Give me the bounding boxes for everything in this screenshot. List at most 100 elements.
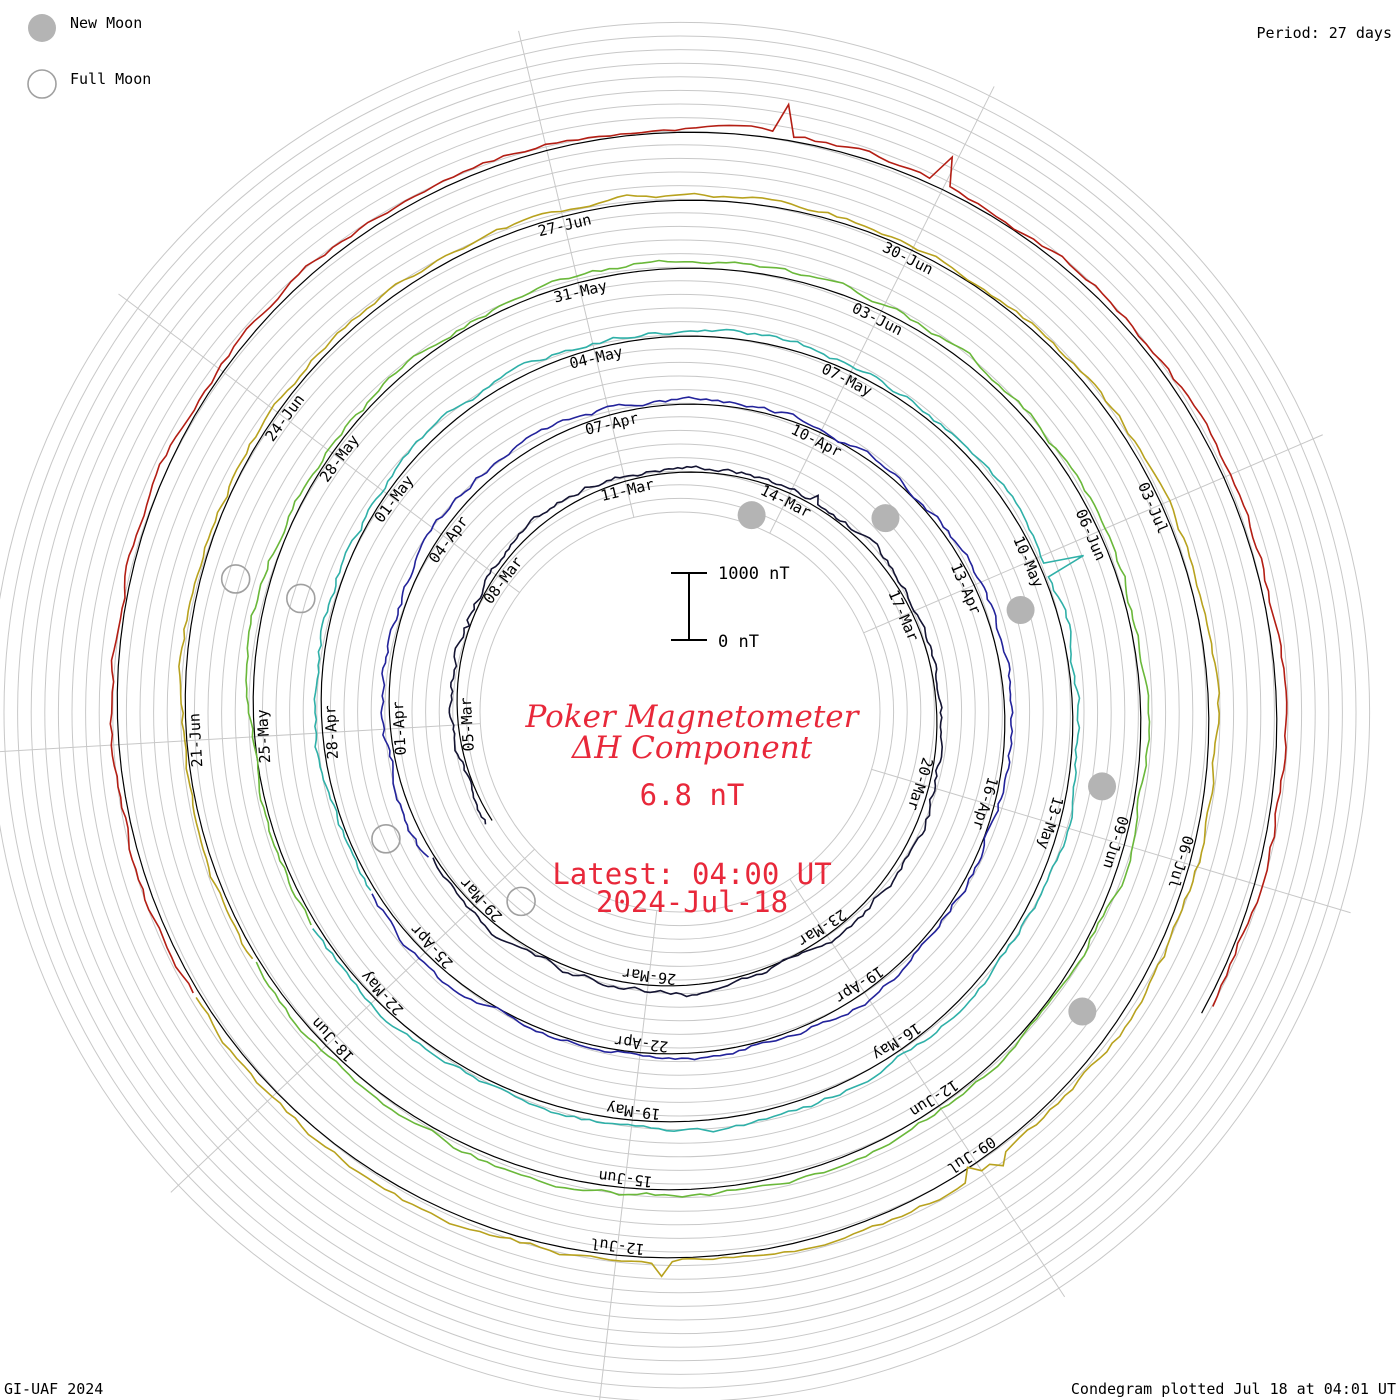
- grid-ring: [57, 89, 1303, 1335]
- new-moon-marker: [1088, 772, 1117, 801]
- new-moon-marker: [1068, 997, 1097, 1026]
- date-label: 01-Apr: [389, 701, 410, 756]
- grid-ring: [180, 212, 1180, 1212]
- date-label: 12-Jul: [590, 1234, 646, 1258]
- date-label: 18-Jun: [308, 1014, 358, 1066]
- scale-bar: 1000 nT 0 nT: [671, 564, 790, 652]
- moon-markers: [220, 501, 1117, 1026]
- grid-ring: [112, 144, 1248, 1280]
- date-label: 15-Jun: [597, 1167, 653, 1191]
- grid-ring: [17, 49, 1343, 1375]
- grid-ring: [452, 484, 908, 940]
- grid-spoke: [0, 723, 481, 753]
- grid-spoke: [118, 293, 520, 593]
- grid-spoke: [769, 86, 995, 534]
- latest-date: 2024-Jul-18: [596, 885, 788, 919]
- full-moon-marker: [286, 583, 316, 614]
- date-label: 25-May: [253, 709, 274, 764]
- period-label: Period: 27 days: [1257, 24, 1392, 42]
- trace-cycle-3: [312, 328, 1085, 1133]
- date-label: 19-Apr: [832, 962, 887, 1007]
- date-label: 13-Apr: [947, 560, 985, 617]
- grid-ring: [275, 307, 1085, 1117]
- legend-new-moon-label: New Moon: [70, 14, 142, 32]
- grid-ring: [234, 266, 1126, 1158]
- grid-ring: [465, 497, 895, 927]
- chart-title: Poker Magnetometer: [525, 699, 861, 735]
- grid-ring: [139, 171, 1221, 1253]
- current-value: 6.8 nT: [640, 778, 745, 812]
- grid-ring: [0, 22, 1370, 1400]
- legend: New Moon Full Moon: [27, 14, 151, 99]
- date-label: 07-May: [819, 360, 875, 400]
- date-label: 26-Mar: [621, 964, 677, 988]
- date-label: 03-Jun: [849, 299, 905, 339]
- date-label: 10-Apr: [788, 420, 844, 460]
- data-traces: [109, 102, 1288, 1278]
- trace-cycle-5: [178, 192, 1221, 1278]
- grid-ring: [30, 62, 1330, 1362]
- grid-ring: [98, 130, 1262, 1294]
- grid-spoke: [789, 878, 1066, 1298]
- chart-subtitle: ΔH Component: [571, 730, 813, 766]
- grid-spoke: [599, 910, 658, 1400]
- grid-ring: [438, 470, 922, 954]
- date-label: 28-Apr: [321, 705, 342, 760]
- grid-ring: [370, 402, 990, 1022]
- legend-full-moon-label: Full Moon: [70, 70, 151, 88]
- date-label: 10-May: [1009, 533, 1047, 590]
- date-label: 23-Mar: [794, 905, 849, 950]
- grid-ring: [85, 117, 1275, 1307]
- latest-time: Latest: 04:00 UT: [552, 857, 831, 891]
- footer-plot-time: Condegram plotted Jul 18 at 04:01 UT: [1071, 1380, 1396, 1398]
- date-label: 29-Mar: [456, 874, 506, 926]
- grid-ring: [343, 375, 1017, 1049]
- trace-cycle-6: [109, 102, 1288, 1007]
- grid-ring: [71, 103, 1289, 1321]
- date-label: 08-Mar: [480, 553, 527, 607]
- grid-ring: [166, 198, 1194, 1226]
- date-label: 22-May: [357, 967, 407, 1019]
- grid-ring: [193, 225, 1167, 1199]
- grid-ring: [384, 416, 976, 1008]
- grid-ring: [425, 457, 935, 967]
- grid-ring: [44, 76, 1316, 1348]
- grid-ring: [289, 321, 1071, 1103]
- grid-spoke: [518, 30, 635, 518]
- baseline-spiral: [116, 131, 1278, 1259]
- new-moon-marker: [737, 501, 766, 530]
- date-label: 06-Jun: [1072, 506, 1110, 563]
- date-label: 04-Apr: [425, 513, 472, 567]
- date-label: 01-May: [371, 472, 418, 526]
- grid-spoke: [170, 848, 535, 1193]
- date-label: 25-Apr: [407, 920, 457, 972]
- new-moon-marker: [871, 504, 900, 533]
- grid-ring: [316, 348, 1044, 1076]
- full-moon-icon: [27, 69, 57, 99]
- grid-ring: [302, 334, 1058, 1090]
- new-moon-icon: [28, 14, 56, 42]
- trace-cycle-2: [371, 396, 1014, 1061]
- grid-ring: [357, 389, 1003, 1035]
- date-label: 05-Mar: [457, 697, 478, 752]
- date-label: 03-Jul: [1134, 479, 1172, 536]
- grid-ring: [125, 157, 1235, 1267]
- date-label: 19-May: [605, 1099, 661, 1123]
- grid-ring: [411, 443, 949, 981]
- grid-ring: [329, 361, 1031, 1063]
- date-label: 21-Jun: [185, 713, 206, 768]
- scale-bottom-label: 0 nT: [718, 632, 759, 652]
- baseline-path: [116, 131, 1278, 1259]
- date-label: 24-Jun: [261, 391, 308, 445]
- trace-cycle-4: [245, 259, 1151, 1198]
- grid-spoke: [863, 434, 1323, 634]
- grid-ring: [3, 35, 1357, 1389]
- date-label: 09-Jul: [944, 1133, 999, 1178]
- grid-ring: [221, 253, 1139, 1171]
- full-moon-marker: [371, 824, 401, 854]
- grid-spoke: [871, 768, 1351, 914]
- new-moon-marker: [1006, 596, 1035, 625]
- full-moon-marker: [506, 886, 536, 917]
- grid-ring: [479, 511, 881, 913]
